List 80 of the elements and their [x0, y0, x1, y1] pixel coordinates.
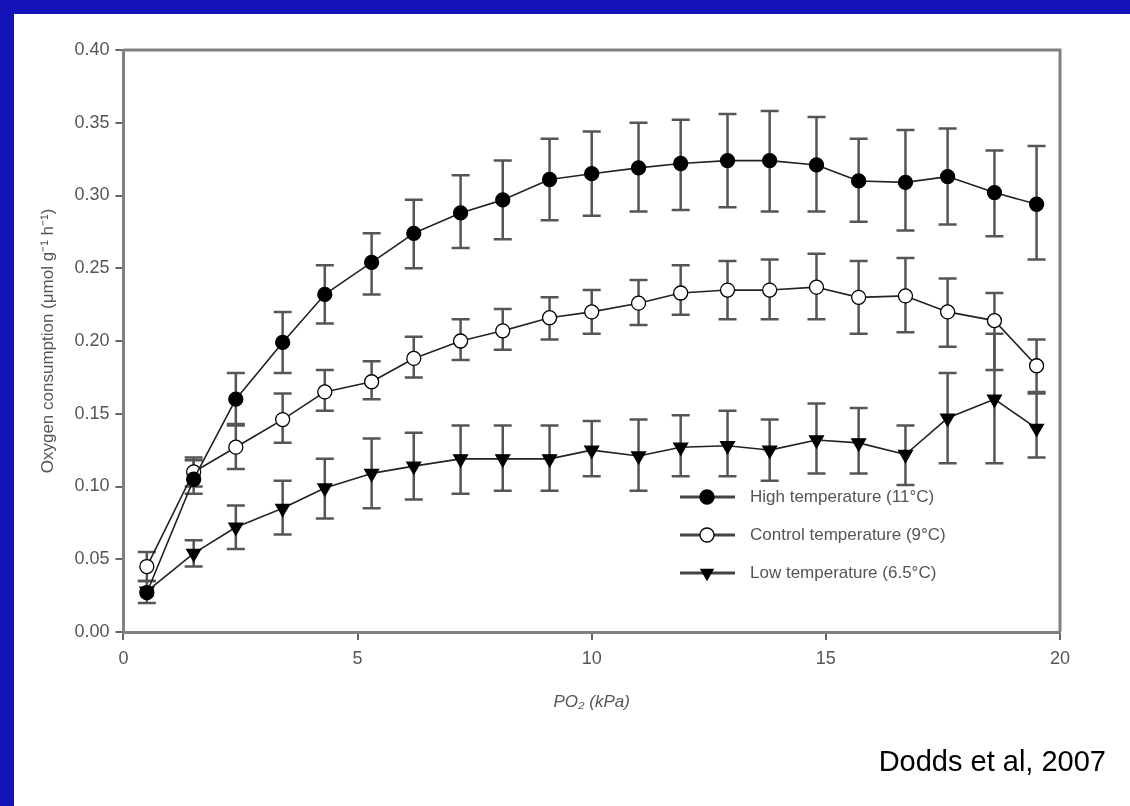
y-tick-label: 0.35: [74, 111, 110, 132]
point: [406, 461, 422, 475]
point: [275, 503, 291, 517]
point: [762, 152, 778, 169]
point: [719, 441, 736, 455]
point: [808, 435, 825, 449]
point: [541, 310, 558, 326]
y-tick-label: 0.10: [74, 475, 110, 496]
point: [673, 155, 689, 172]
point: [584, 445, 600, 459]
point: [453, 454, 469, 468]
y-tick-label: 0.25: [74, 257, 110, 278]
y-tick-label: 0.05: [74, 548, 110, 569]
point: [940, 413, 956, 427]
point: [186, 471, 202, 487]
point: [897, 449, 914, 464]
x-axis-title: PO₂ (kPa): [553, 691, 630, 711]
point: [364, 468, 380, 483]
point: [363, 254, 380, 271]
point: [986, 184, 1003, 201]
point: [406, 350, 422, 367]
y-axis-title: Oxygen consumption (μmol g⁻¹ h⁻¹): [37, 208, 57, 474]
point: [228, 439, 244, 455]
point: [275, 411, 291, 428]
point: [139, 558, 155, 575]
point: [850, 173, 867, 189]
point: [452, 205, 469, 221]
text: Dodds et al, 2007: [878, 745, 1106, 778]
point: [851, 438, 867, 452]
point: [228, 522, 244, 536]
point: [317, 483, 333, 497]
point: [406, 225, 422, 241]
point: [808, 279, 825, 295]
point: [762, 445, 778, 459]
point: [495, 192, 511, 208]
point: [673, 442, 689, 456]
point: [584, 304, 600, 320]
x-tick-label: 15: [815, 647, 836, 668]
legend-label: Control temperature (9°C): [750, 524, 946, 544]
y-tick-label: 0.40: [74, 38, 110, 59]
legend-label: High temperature (11°C): [750, 486, 935, 506]
point: [939, 168, 956, 185]
point: [939, 304, 956, 320]
point: [541, 454, 558, 468]
point: [630, 295, 647, 311]
y-tick-label: 0.00: [74, 620, 110, 641]
point: [630, 451, 647, 465]
point: [317, 384, 333, 400]
point: [719, 282, 736, 298]
point: [1028, 196, 1045, 212]
point: [363, 374, 380, 390]
point: [897, 174, 914, 191]
point: [541, 171, 558, 188]
legend-label: Low temperature (6.5°C): [750, 562, 937, 582]
point: [986, 312, 1003, 329]
point: [673, 285, 689, 301]
x-tick-label: 0: [118, 647, 129, 668]
x-tick-label: 5: [352, 647, 363, 668]
point: [762, 282, 778, 298]
x-tick-label: 10: [581, 647, 602, 668]
x-tick-label: 20: [1049, 647, 1071, 668]
point: [584, 166, 600, 182]
point: [719, 152, 736, 169]
point: [317, 286, 333, 303]
y-tick-label: 0.30: [74, 184, 110, 205]
point: [897, 288, 914, 304]
y-tick-label: 0.20: [74, 329, 110, 350]
point: [1029, 423, 1045, 437]
point: [228, 391, 244, 407]
point: [850, 289, 867, 305]
point: [495, 323, 511, 339]
point: [495, 454, 511, 468]
point: [986, 394, 1003, 408]
point: [630, 160, 647, 176]
point: [452, 333, 469, 349]
point: [808, 157, 825, 173]
point: [275, 334, 291, 351]
point: [1028, 358, 1045, 374]
point: [186, 548, 202, 563]
y-tick-label: 0.15: [74, 402, 110, 423]
